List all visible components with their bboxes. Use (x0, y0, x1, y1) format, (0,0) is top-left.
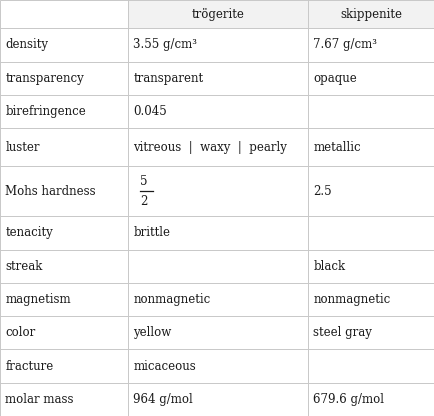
Bar (0, 28, 128, 62)
Text: yellow: yellow (133, 326, 171, 339)
Bar (308, 216, 434, 250)
Bar (0, 283, 128, 316)
Bar (128, 250, 308, 283)
Text: steel gray: steel gray (313, 326, 372, 339)
Text: transparency: transparency (5, 72, 84, 85)
Text: 3.55 g/cm³: 3.55 g/cm³ (133, 38, 197, 52)
Text: color: color (5, 326, 36, 339)
Bar (128, 62, 308, 95)
Bar (0, 349, 128, 383)
Text: transparent: transparent (133, 72, 204, 85)
Bar (308, 316, 434, 349)
Bar (128, 316, 308, 349)
Bar (308, 250, 434, 283)
Text: metallic: metallic (313, 141, 361, 154)
Text: nonmagnetic: nonmagnetic (313, 293, 391, 306)
Bar (308, 349, 434, 383)
Text: 2.5: 2.5 (313, 185, 332, 198)
Text: trögerite: trögerite (192, 7, 244, 21)
Text: 0.045: 0.045 (133, 105, 167, 118)
Text: birefringence: birefringence (5, 105, 86, 118)
Bar (128, 383, 308, 416)
Text: 2: 2 (140, 195, 147, 208)
Bar (128, 28, 308, 62)
Bar (308, 95, 434, 128)
Bar (0, 128, 128, 166)
Text: nonmagnetic: nonmagnetic (133, 293, 210, 306)
Bar (128, 166, 308, 216)
Text: density: density (5, 38, 48, 52)
Bar (128, 349, 308, 383)
Bar (0, 383, 128, 416)
Text: skippenite: skippenite (340, 7, 402, 21)
Text: 964 g/mol: 964 g/mol (133, 393, 193, 406)
Text: black: black (313, 260, 345, 273)
Bar (308, 383, 434, 416)
Text: 679.6 g/mol: 679.6 g/mol (313, 393, 385, 406)
Text: fracture: fracture (5, 359, 53, 373)
Bar (128, 283, 308, 316)
Text: 5: 5 (140, 175, 147, 188)
Text: 7.67 g/cm³: 7.67 g/cm³ (313, 38, 377, 52)
Bar (128, 95, 308, 128)
Text: micaceous: micaceous (133, 359, 196, 373)
Bar (308, 166, 434, 216)
Bar (0, 0, 128, 28)
Bar (308, 28, 434, 62)
Bar (0, 216, 128, 250)
Bar (128, 216, 308, 250)
Bar (0, 166, 128, 216)
Text: vitreous  |  waxy  |  pearly: vitreous | waxy | pearly (133, 141, 287, 154)
Text: magnetism: magnetism (5, 293, 71, 306)
Text: Mohs hardness: Mohs hardness (5, 185, 96, 198)
Bar (0, 95, 128, 128)
Bar (0, 250, 128, 283)
Text: brittle: brittle (133, 226, 170, 240)
Text: tenacity: tenacity (5, 226, 53, 240)
Text: luster: luster (5, 141, 39, 154)
Bar (308, 283, 434, 316)
Bar (308, 0, 434, 28)
Bar (308, 128, 434, 166)
Bar (0, 62, 128, 95)
Bar (0, 316, 128, 349)
Bar (128, 128, 308, 166)
Text: streak: streak (5, 260, 43, 273)
Bar (128, 0, 308, 28)
Text: molar mass: molar mass (5, 393, 74, 406)
Bar (308, 62, 434, 95)
Text: opaque: opaque (313, 72, 357, 85)
